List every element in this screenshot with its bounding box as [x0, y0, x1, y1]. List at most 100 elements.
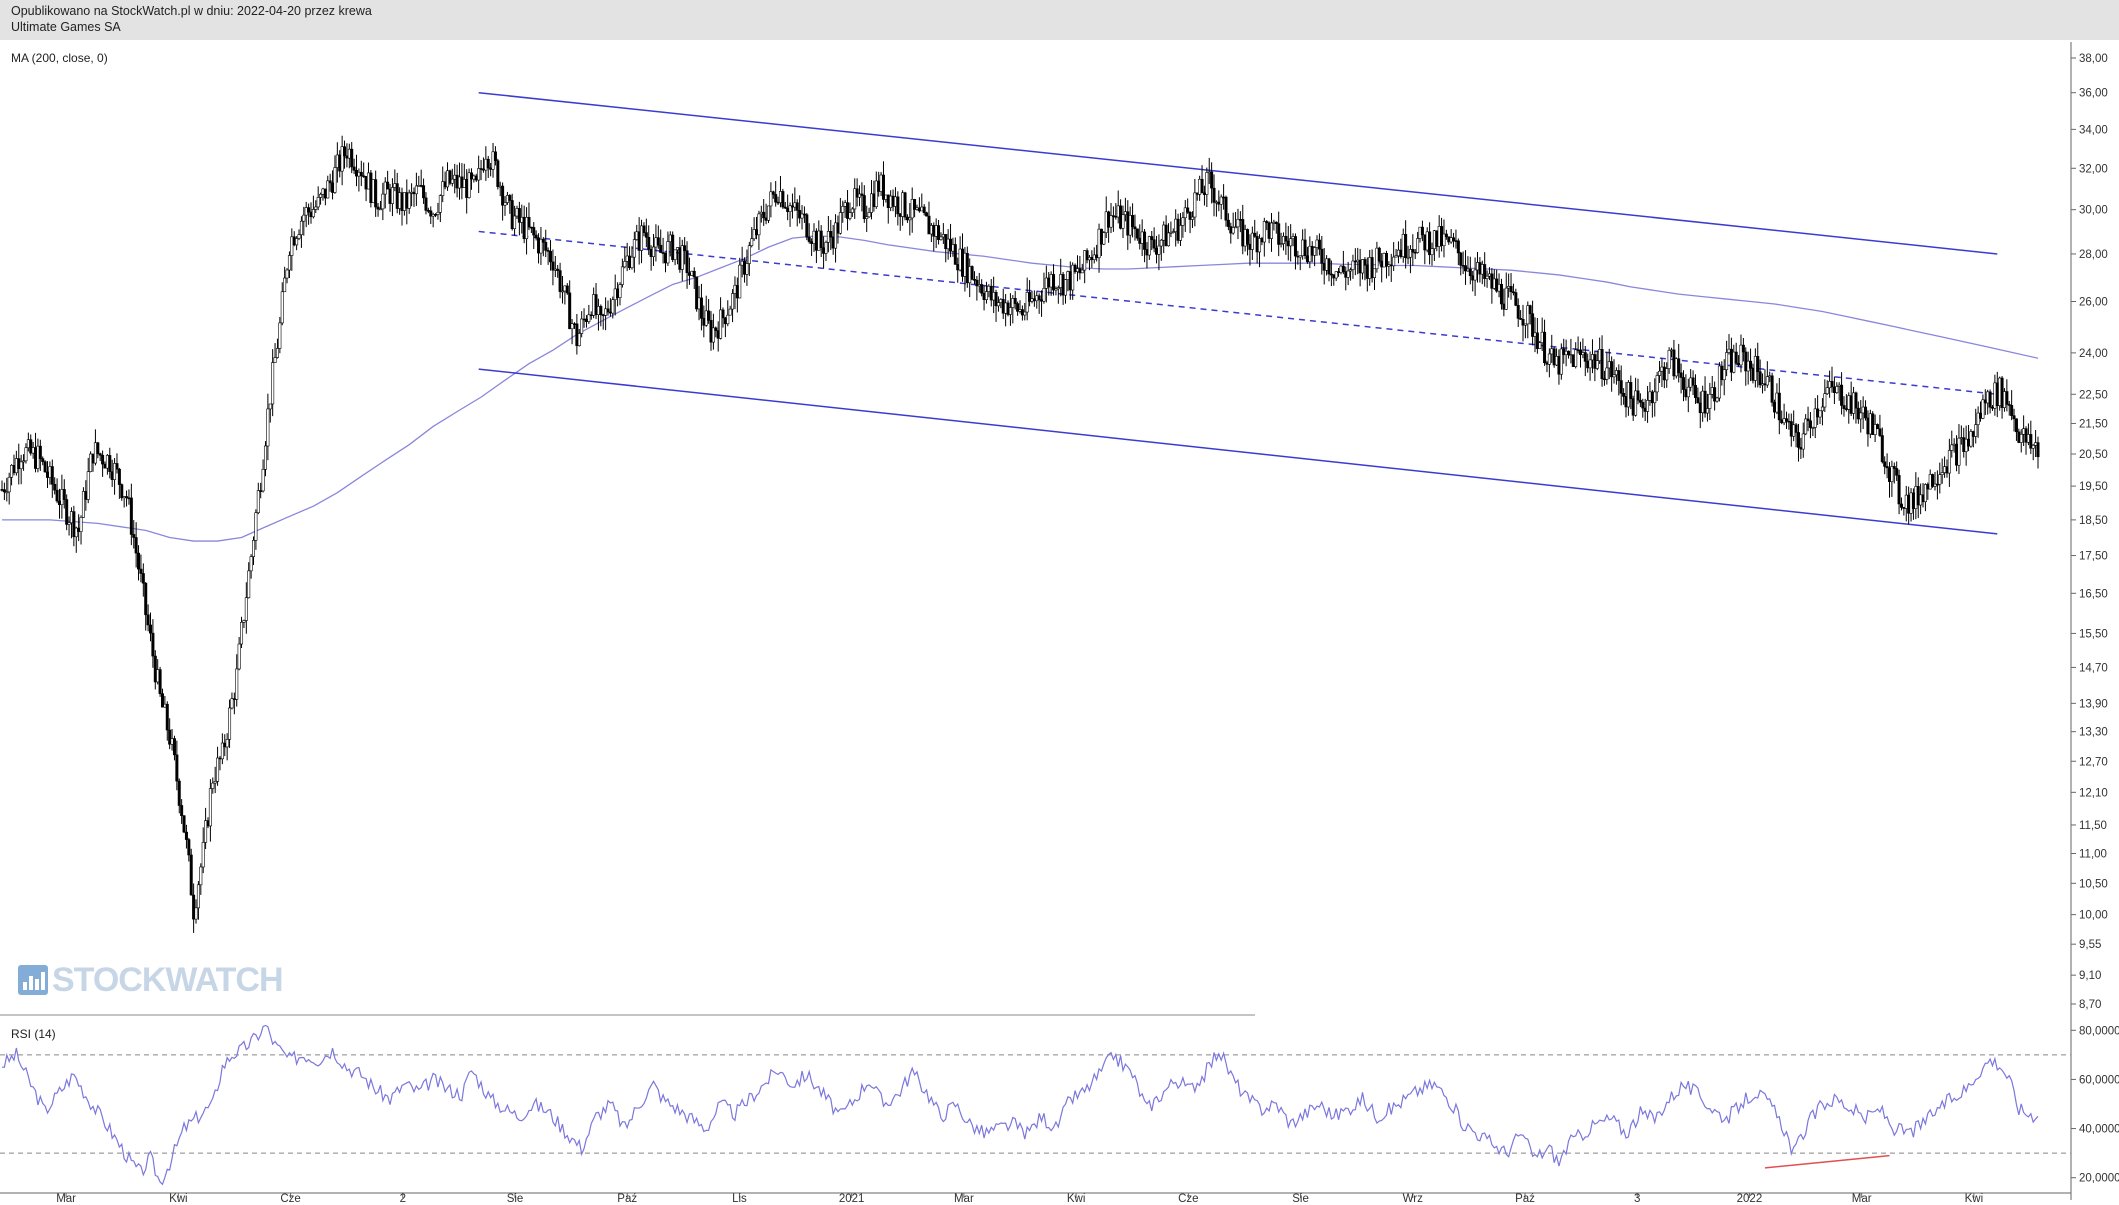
- candle-body: [1260, 238, 1264, 243]
- candle-body: [532, 227, 536, 236]
- candle-body: [707, 310, 711, 321]
- candle-body: [853, 188, 857, 210]
- candle-body: [1198, 178, 1202, 195]
- candle-body: [410, 191, 414, 194]
- candle-body: [1339, 265, 1343, 273]
- candle-body: [1976, 412, 1980, 425]
- candle-body: [1123, 211, 1127, 216]
- candle-body: [1040, 299, 1044, 302]
- candle-body: [1859, 412, 1863, 420]
- candle-body: [1531, 313, 1535, 337]
- candle-body: [733, 284, 737, 294]
- candle-body: [218, 757, 222, 760]
- candle-body: [1902, 507, 1906, 509]
- candle-body: [1868, 413, 1872, 435]
- candle-body: [1456, 240, 1460, 254]
- candle-body: [371, 179, 375, 204]
- candle-body: [1293, 236, 1297, 257]
- candle-body: [1377, 247, 1381, 262]
- candle-body: [1090, 257, 1094, 261]
- candle-body: [91, 453, 95, 464]
- candle-body: [1799, 447, 1803, 450]
- candle-body: [963, 252, 967, 277]
- candle-body: [290, 236, 294, 256]
- candle-body: [1935, 483, 1939, 486]
- candle-body: [1717, 365, 1721, 399]
- candle-body: [644, 232, 648, 238]
- candle-body: [1808, 420, 1812, 428]
- candle-body: [424, 197, 428, 211]
- candle-body: [1138, 237, 1142, 244]
- candle-body: [1056, 287, 1060, 290]
- candle-body: [1854, 392, 1858, 409]
- candle-body: [1971, 431, 1975, 437]
- candle-body: [522, 216, 526, 240]
- candle-body: [1914, 486, 1918, 509]
- candle-body: [546, 250, 550, 252]
- candle-body: [1404, 234, 1408, 259]
- candle-body: [1408, 249, 1412, 258]
- stockwatch-logo: STOCKWATCH: [18, 961, 284, 999]
- candle-body: [414, 185, 418, 195]
- candle-body: [1562, 348, 1566, 356]
- candle-body: [917, 207, 921, 212]
- candle-body: [1392, 256, 1396, 267]
- candle-body: [144, 582, 148, 616]
- candle-body: [1784, 418, 1788, 422]
- candle-body: [216, 757, 220, 782]
- candle-body: [850, 208, 854, 213]
- candle-body: [1174, 218, 1178, 232]
- price-tick-label: 20,50: [2079, 449, 2108, 461]
- candle-body: [1660, 366, 1664, 372]
- candle-body: [1725, 352, 1729, 370]
- candle-body: [1658, 370, 1662, 376]
- candle-body: [122, 496, 126, 499]
- candle-body: [1813, 408, 1817, 428]
- candle-body: [565, 285, 569, 294]
- candle-body: [1655, 375, 1659, 393]
- candle-body: [1758, 371, 1762, 386]
- candle-body: [1950, 444, 1954, 451]
- candle-body: [1279, 243, 1283, 245]
- candle-body: [232, 698, 236, 700]
- candle-body: [925, 212, 929, 217]
- candle-body: [501, 185, 505, 206]
- candle-body: [1943, 466, 1947, 473]
- candle-body: [649, 249, 653, 257]
- candle-body: [1147, 236, 1151, 256]
- candle-body: [1344, 271, 1348, 278]
- candle-body: [939, 236, 943, 240]
- candle-body: [508, 195, 512, 201]
- price-tick-label: 17,50: [2079, 551, 2108, 563]
- candle-body: [721, 309, 725, 319]
- candle-body: [278, 322, 282, 349]
- candle-body: [1849, 395, 1853, 414]
- candle-body: [139, 568, 143, 574]
- candle-body: [1346, 270, 1350, 278]
- candle-body: [194, 907, 198, 920]
- candle-body: [1880, 435, 1884, 463]
- candle-body: [275, 348, 279, 358]
- candle-body: [992, 292, 996, 301]
- candle-body: [338, 154, 342, 172]
- price-tick-label: 14,70: [2079, 662, 2108, 674]
- candle-body: [331, 182, 335, 193]
- candle-body: [223, 742, 227, 748]
- candle-body: [249, 556, 253, 572]
- candle-body: [800, 213, 804, 219]
- candle-body: [2022, 428, 2026, 435]
- candle-body: [1270, 222, 1274, 239]
- candle-body: [407, 192, 411, 209]
- candle-body: [846, 202, 850, 219]
- price-tick-label: 9,55: [2079, 939, 2101, 951]
- candle-body: [393, 183, 397, 188]
- time-tick-label: Mar: [1852, 1193, 1872, 1205]
- ma200-line: [2, 235, 2039, 542]
- candle-body: [19, 461, 23, 470]
- candle-body: [1447, 236, 1451, 243]
- candle-body: [1399, 249, 1403, 257]
- candle-body: [355, 169, 359, 177]
- candle-body: [462, 178, 466, 188]
- candle-body: [596, 306, 600, 315]
- candle-body: [570, 323, 574, 330]
